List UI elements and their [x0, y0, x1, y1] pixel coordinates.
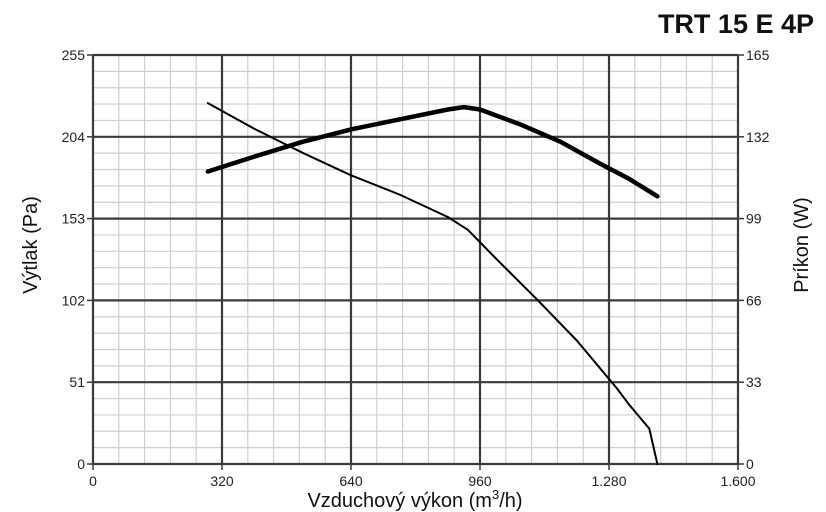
y2-tick-label: 66	[746, 292, 762, 308]
x-tick-label: 1.600	[720, 473, 755, 489]
y2-tick-label: 33	[746, 374, 762, 390]
x-tick-label: 640	[339, 473, 363, 489]
y-tick-label: 102	[62, 292, 86, 308]
chart-title: TRT 15 E 4P	[658, 9, 814, 39]
y2-axis-label: Príkon (W)	[791, 197, 813, 293]
y2-tick-label: 99	[746, 211, 762, 227]
y2-tick-label: 165	[746, 47, 770, 63]
y-tick-label: 153	[62, 211, 86, 227]
y-tick-label: 204	[62, 129, 86, 145]
grid	[87, 53, 744, 470]
x-tick-label: 0	[89, 473, 97, 489]
pressure-curve-line	[206, 102, 659, 465]
y-tick-label: 0	[77, 456, 85, 472]
x-axis-label: Vzduchový výkon (m3/h)	[307, 487, 522, 512]
series-layer	[205, 102, 660, 465]
x-tick-label: 960	[468, 473, 492, 489]
power-curve-line	[205, 104, 660, 199]
x-tick-label: 1.280	[591, 473, 626, 489]
y2-tick-label: 132	[746, 129, 770, 145]
y-axis-label: Výtlak (Pa)	[20, 196, 42, 294]
x-tick-label: 320	[210, 473, 234, 489]
y-tick-label: 255	[62, 47, 86, 63]
y-tick-label: 51	[69, 374, 85, 390]
y2-tick-label: 0	[746, 456, 754, 472]
tick-labels: 0 320 640 960 1.280 1.60005110215320425503366…	[62, 47, 770, 489]
